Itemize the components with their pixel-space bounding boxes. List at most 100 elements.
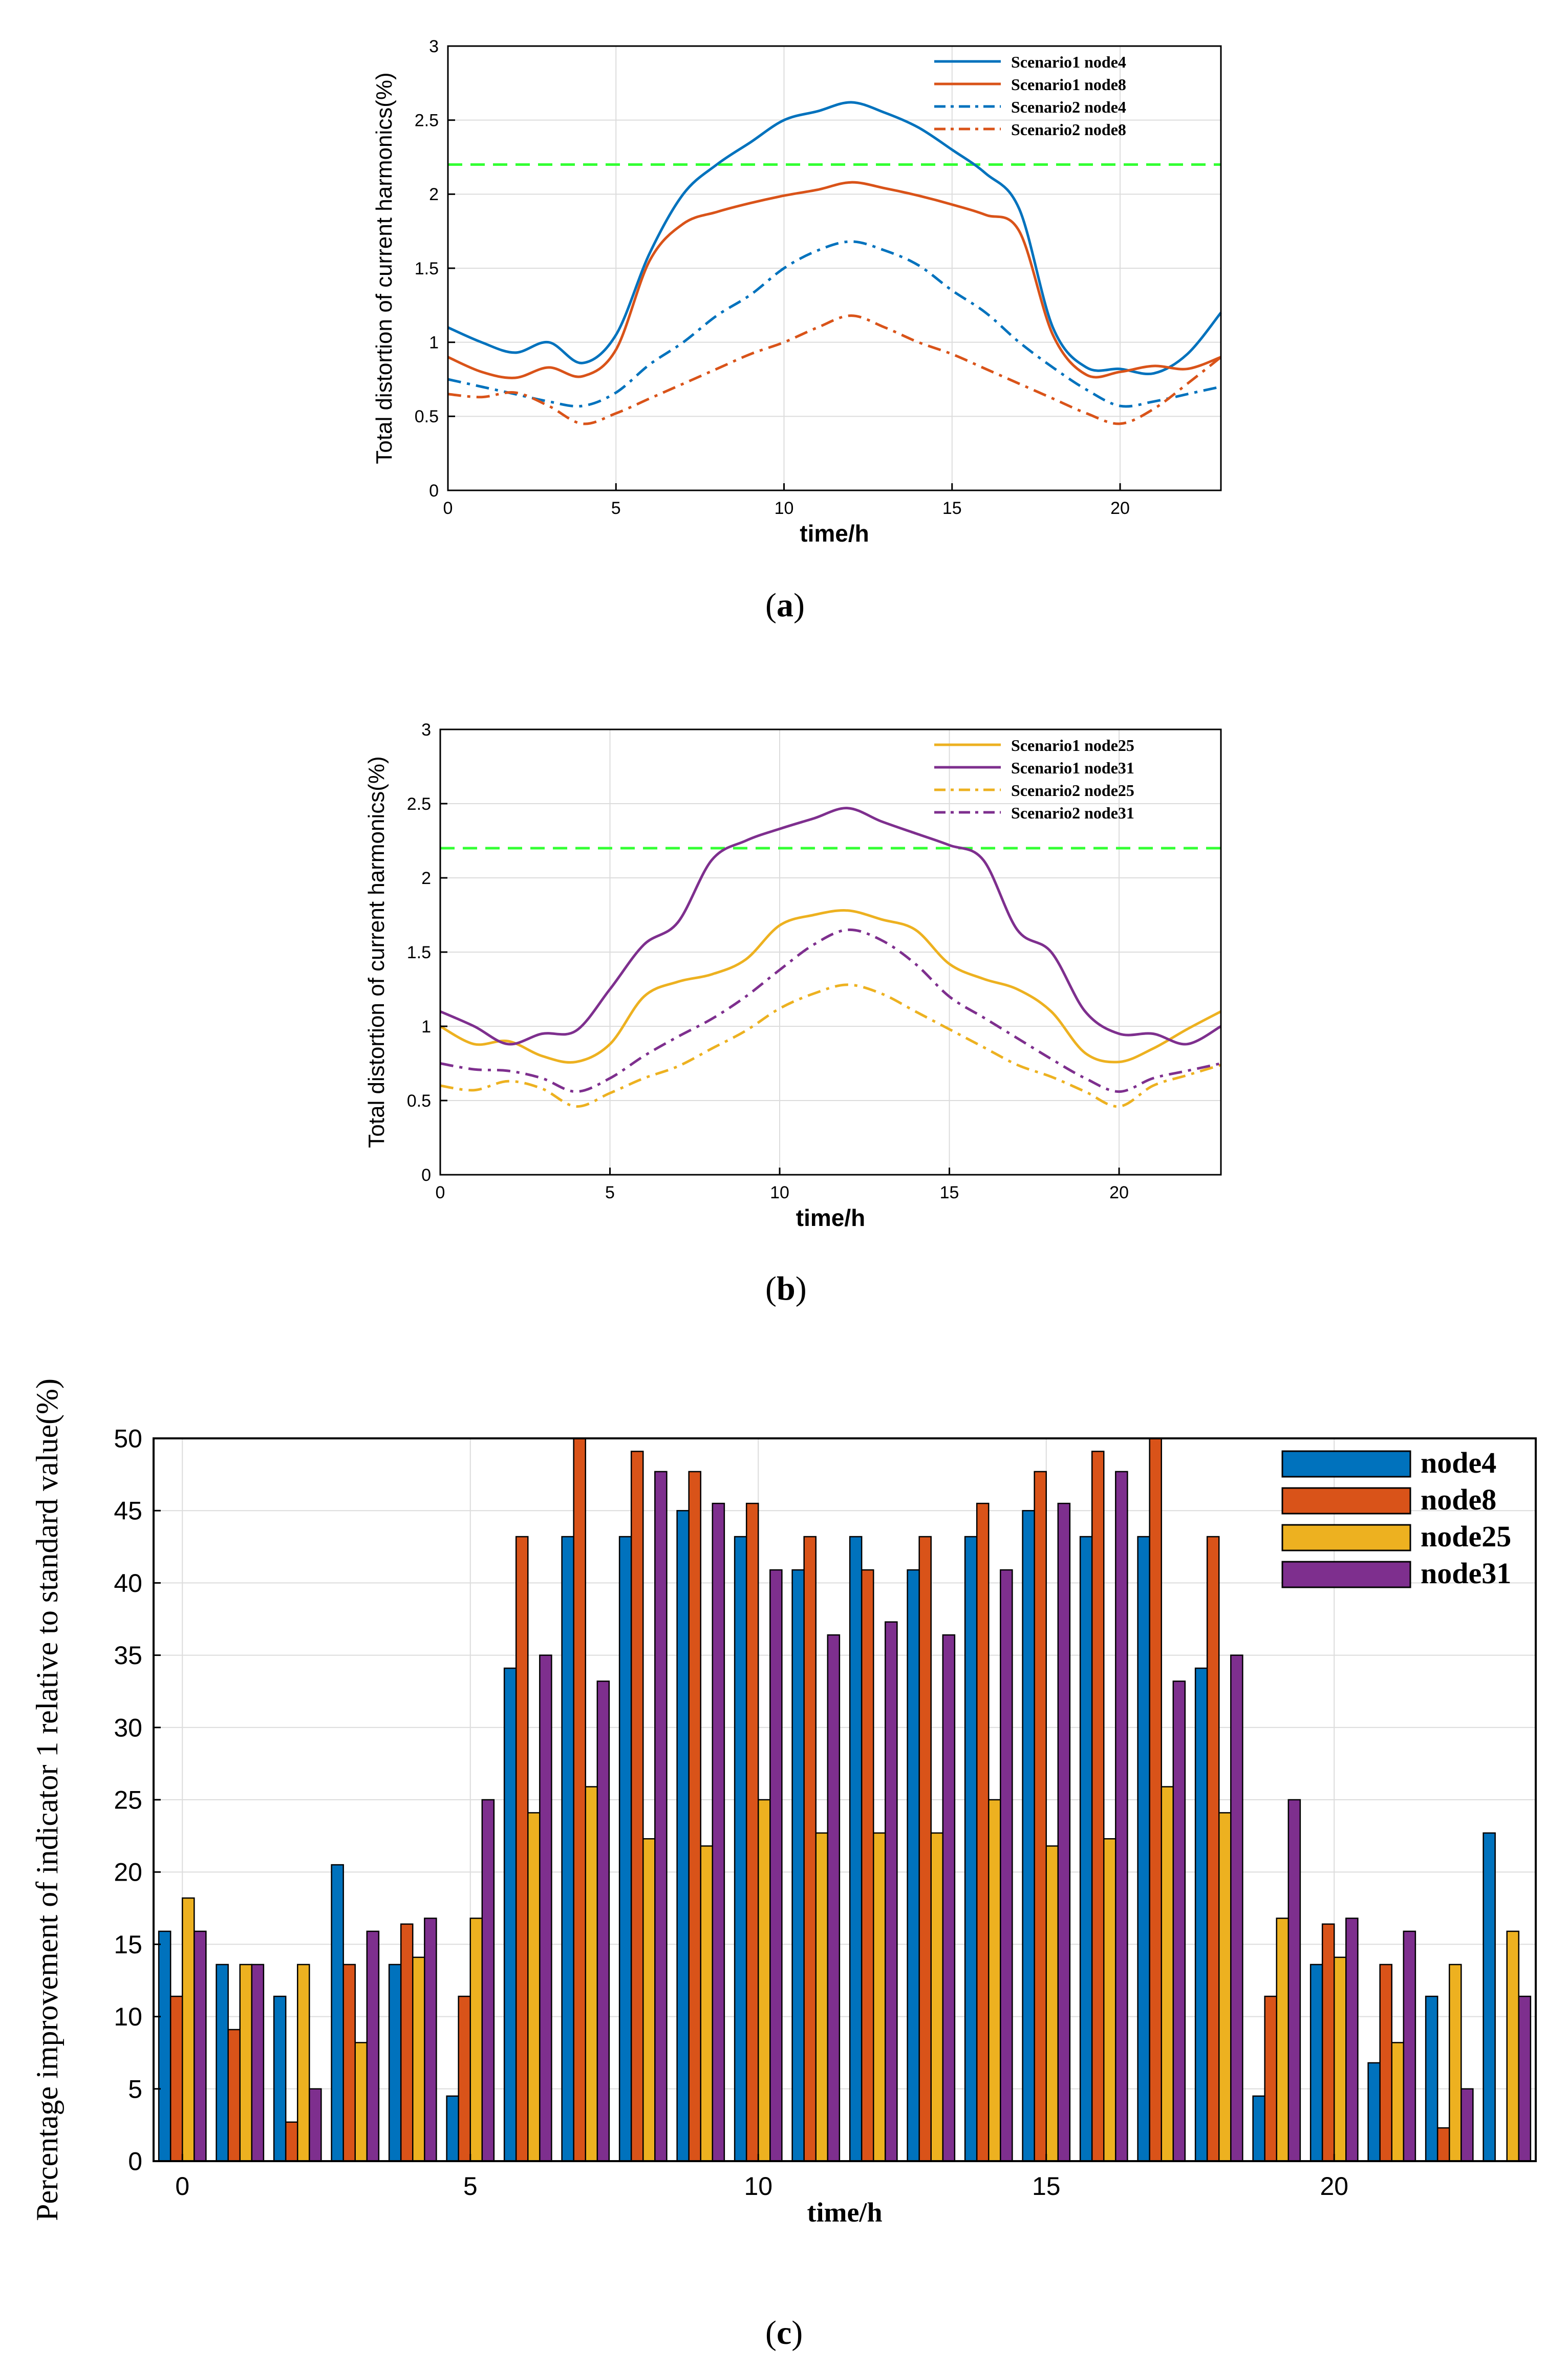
legend-label-2: Scenario2 node4 <box>1011 98 1126 116</box>
bar-node8-t3 <box>342 1964 356 2162</box>
bar-node25-t11 <box>815 1832 829 2162</box>
bar-node31-t12 <box>885 1621 898 2162</box>
bar-node8-t21 <box>1379 1964 1392 2162</box>
bar-node8-t2 <box>285 2121 298 2162</box>
bar-node25-t13 <box>930 1832 944 2162</box>
bar-node8-t10 <box>745 1502 759 2162</box>
bar-node31-t13 <box>942 1634 956 2162</box>
ytick-label-3: 15 <box>114 1930 142 1959</box>
xtick-label-2: 10 <box>775 499 794 518</box>
bar-node31-t11 <box>827 1634 841 2162</box>
bar-node4-t5 <box>446 2095 459 2162</box>
xtick-label-3: 15 <box>1032 2172 1061 2201</box>
ytick-label-8: 40 <box>114 1569 142 1598</box>
bar-node31-t14 <box>1000 1569 1013 2162</box>
bar-node4-t8 <box>618 1536 632 2162</box>
x-axis-label: time/h <box>800 520 869 547</box>
bar-node4-t0 <box>158 1930 171 2162</box>
bar-node8-t11 <box>803 1536 817 2162</box>
bar-node4-t1 <box>216 1964 229 2162</box>
series-line-scenario1-node4 <box>447 101 1222 375</box>
chart-a: 0 5 10 15 20 0 0.5 1 1.5 2 2.5 3 time/h Total distort… <box>372 37 1222 547</box>
bar-node4-t19 <box>1252 2095 1265 2162</box>
y-axis-label: Total distortion of current harmonics(%) <box>364 756 389 1148</box>
bar-node4-t12 <box>849 1536 863 2162</box>
y-axis-label: Percentage improvement of indicator 1 re… <box>30 1378 64 2221</box>
bar-node25-t1 <box>239 1964 253 2162</box>
xtick-label-4: 20 <box>1110 499 1130 518</box>
bar-node31-t20 <box>1345 1917 1359 2162</box>
legend-label-2: node25 <box>1421 1520 1511 1553</box>
bar-node25-t3 <box>354 2042 368 2162</box>
bar-node31-t23 <box>1518 1995 1532 2162</box>
ytick-label-5: 2.5 <box>407 794 431 814</box>
bar-node31-t6 <box>539 1654 552 2162</box>
bar-node31-t3 <box>366 1930 380 2162</box>
legend-label-0: Scenario1 node4 <box>1011 53 1126 71</box>
bar-node8-t6 <box>515 1536 529 2162</box>
bar-node31-t16 <box>1115 1471 1128 2162</box>
caption-a: (a) <box>765 587 805 624</box>
bar-node4-t22 <box>1425 1995 1438 2162</box>
legend: Scenario1 node4 Scenario1 node8 Scenario2 … <box>934 53 1126 139</box>
bar-node8-t16 <box>1091 1451 1105 2162</box>
bar-node25-t7 <box>585 1786 598 2162</box>
series-line-scenario2-node4 <box>447 240 1221 408</box>
series-line-scenario1-node25 <box>439 909 1222 1064</box>
legend-swatch-2 <box>1281 1524 1411 1551</box>
xtick-label-0: 0 <box>175 2172 189 2201</box>
bar-node8-t8 <box>630 1451 644 2162</box>
ytick-label-0: 0 <box>128 2147 142 2176</box>
xtick-label-2: 10 <box>744 2172 772 2201</box>
legend: node4 node8 node25 node31 <box>1281 1446 1511 1590</box>
bar-node8-t20 <box>1321 1923 1335 2162</box>
ytick-label-5: 2.5 <box>415 111 439 131</box>
bar-node31-t22 <box>1460 2088 1474 2162</box>
bar-node25-t6 <box>527 1812 541 2162</box>
legend-label-0: node4 <box>1421 1446 1496 1479</box>
ytick-label-6: 30 <box>114 1713 142 1742</box>
caption-c: (c) <box>765 2314 803 2352</box>
xtick-label-1: 5 <box>605 1183 615 1202</box>
ytick-label-2: 10 <box>114 2002 142 2031</box>
series-line-scenario2-node31 <box>440 928 1221 1093</box>
bar-node4-t14 <box>964 1536 978 2162</box>
xtick-label-3: 15 <box>940 1183 959 1202</box>
legend-swatch-3 <box>1281 1561 1411 1588</box>
xtick-label-3: 15 <box>942 499 962 518</box>
bar-node4-t15 <box>1022 1510 1035 2162</box>
legend: Scenario1 node25 Scenario1 node31 Scenario… <box>934 736 1134 822</box>
legend-label-3: node31 <box>1421 1557 1511 1590</box>
ytick-label-1: 0.5 <box>415 407 439 426</box>
ytick-label-4: 2 <box>429 185 439 204</box>
bar-node25-t22 <box>1449 1964 1462 2162</box>
legend-swatch-1 <box>1281 1487 1411 1515</box>
bar-node25-t0 <box>182 1897 195 2162</box>
legend-label-3: Scenario2 node8 <box>1011 120 1126 139</box>
ytick-label-9: 45 <box>114 1497 142 1525</box>
ytick-label-6: 3 <box>421 720 431 740</box>
ytick-label-2: 1 <box>429 333 439 353</box>
ytick-label-0: 0 <box>421 1166 431 1185</box>
x-axis-label: time/h <box>796 1204 865 1231</box>
bar-node4-t11 <box>791 1569 805 2162</box>
y-axis-label: Total distortion of current harmonics(%) <box>372 72 397 464</box>
bar-node4-t13 <box>907 1569 920 2162</box>
bar-node25-t12 <box>873 1832 886 2162</box>
ytick-label-7: 35 <box>114 1641 142 1670</box>
series-line-scenario1-node8 <box>447 181 1221 379</box>
bar-node31-t17 <box>1172 1680 1186 2162</box>
bar-node25-t2 <box>297 1964 310 2162</box>
ytick-label-1: 5 <box>128 2075 142 2103</box>
bar-node31-t19 <box>1287 1799 1301 2162</box>
bar-node8-t15 <box>1034 1471 1047 2162</box>
bar-node25-t23 <box>1506 1930 1520 2162</box>
legend-label-1: Scenario1 node31 <box>1011 759 1134 777</box>
bar-node25-t8 <box>642 1838 656 2162</box>
ytick-label-10: 50 <box>114 1425 142 1453</box>
bar-node31-t10 <box>769 1569 783 2162</box>
chart-c: 0 5 10 15 20 0 5 10 15 20 25 30 35 40 45 50 time/h Percen… <box>30 1378 1537 2228</box>
ytick-label-4: 20 <box>114 1858 142 1887</box>
legend-label-1: node8 <box>1421 1483 1496 1516</box>
